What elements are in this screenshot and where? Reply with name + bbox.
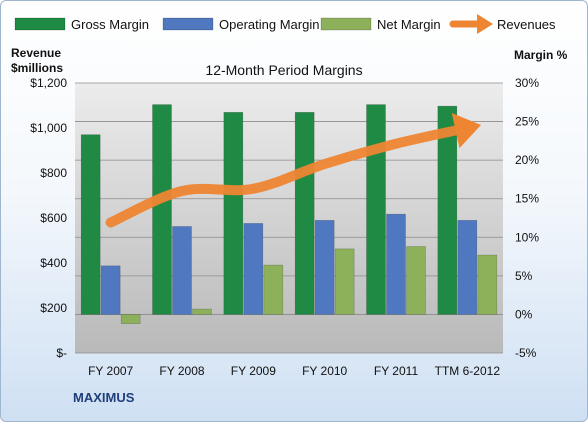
left-axis-tick-label: $400: [40, 256, 67, 270]
bar-gross-margin: [294, 112, 315, 315]
bar-operating-margin: [100, 265, 121, 315]
legend-label-operating-margin: Operating Margin: [219, 17, 319, 32]
legend-label-gross-margin: Gross Margin: [71, 17, 149, 32]
bar-operating-margin: [172, 226, 192, 315]
left-axis-label-line2: $millions: [11, 61, 63, 75]
bar-gross-margin: [152, 104, 172, 315]
bar-gross-margin: [80, 134, 101, 315]
right-axis-tick-label: 5%: [515, 269, 533, 283]
bar-net-margin: [406, 246, 426, 315]
company-label: MAXIMUS: [73, 390, 135, 405]
left-axis-tick-label: $600: [40, 211, 67, 225]
right-axis-tick-label: 0%: [515, 307, 533, 321]
legend-swatch-net-margin: [320, 17, 372, 31]
left-axis-label-line1: Revenue: [11, 46, 61, 60]
bar-net-margin: [192, 308, 212, 315]
bar-operating-margin: [314, 220, 335, 315]
right-axis-tick-label: 15%: [515, 192, 539, 206]
bar-gross-margin: [366, 104, 386, 315]
legend-arrow-icon: [477, 14, 493, 34]
right-axis-label: Margin %: [514, 48, 568, 62]
x-axis-tick-label: FY 2009: [231, 364, 276, 378]
plot-area: [75, 83, 503, 353]
bar-net-margin: [120, 314, 141, 324]
left-axis-tick-label: $800: [40, 166, 67, 180]
right-axis-tick-label: -5%: [515, 346, 537, 360]
bar-net-margin: [334, 248, 355, 315]
x-axis-tick-label: FY 2010: [302, 364, 347, 378]
legend-label-revenues: Revenues: [497, 17, 556, 32]
legend-swatch-gross-margin: [14, 17, 66, 31]
bar-net-margin: [477, 254, 498, 315]
x-axis-tick-label: TTM 6-2012: [435, 364, 501, 378]
bar-net-margin: [263, 264, 284, 315]
bar-operating-margin: [386, 213, 406, 315]
right-axis-tick-label: 20%: [515, 153, 539, 167]
bar-gross-margin: [223, 112, 244, 315]
left-axis-tick-label: $-: [56, 346, 67, 360]
right-axis-tick-label: 25%: [515, 115, 539, 129]
bar-gross-margin: [437, 105, 458, 315]
bar-operating-margin: [243, 223, 264, 315]
x-axis-tick-label: FY 2011: [374, 364, 419, 378]
legend-swatch-operating-margin: [162, 17, 214, 31]
revenue-line: [105, 123, 473, 228]
bar-operating-margin: [457, 220, 478, 315]
left-axis-tick-label: $1,000: [30, 121, 67, 135]
x-axis-tick-label: FY 2008: [159, 364, 204, 378]
right-axis-tick-label: 30%: [515, 76, 539, 90]
legend-label-net-margin: Net Margin: [377, 17, 441, 32]
x-axis-tick-label: FY 2007: [88, 364, 133, 378]
right-axis-tick-label: 10%: [515, 230, 539, 244]
left-axis-tick-label: $1,200: [30, 76, 67, 90]
left-axis-tick-label: $200: [40, 301, 67, 315]
revenue-arrowhead: [451, 113, 482, 149]
chart-title: 12-Month Period Margins: [205, 62, 362, 78]
